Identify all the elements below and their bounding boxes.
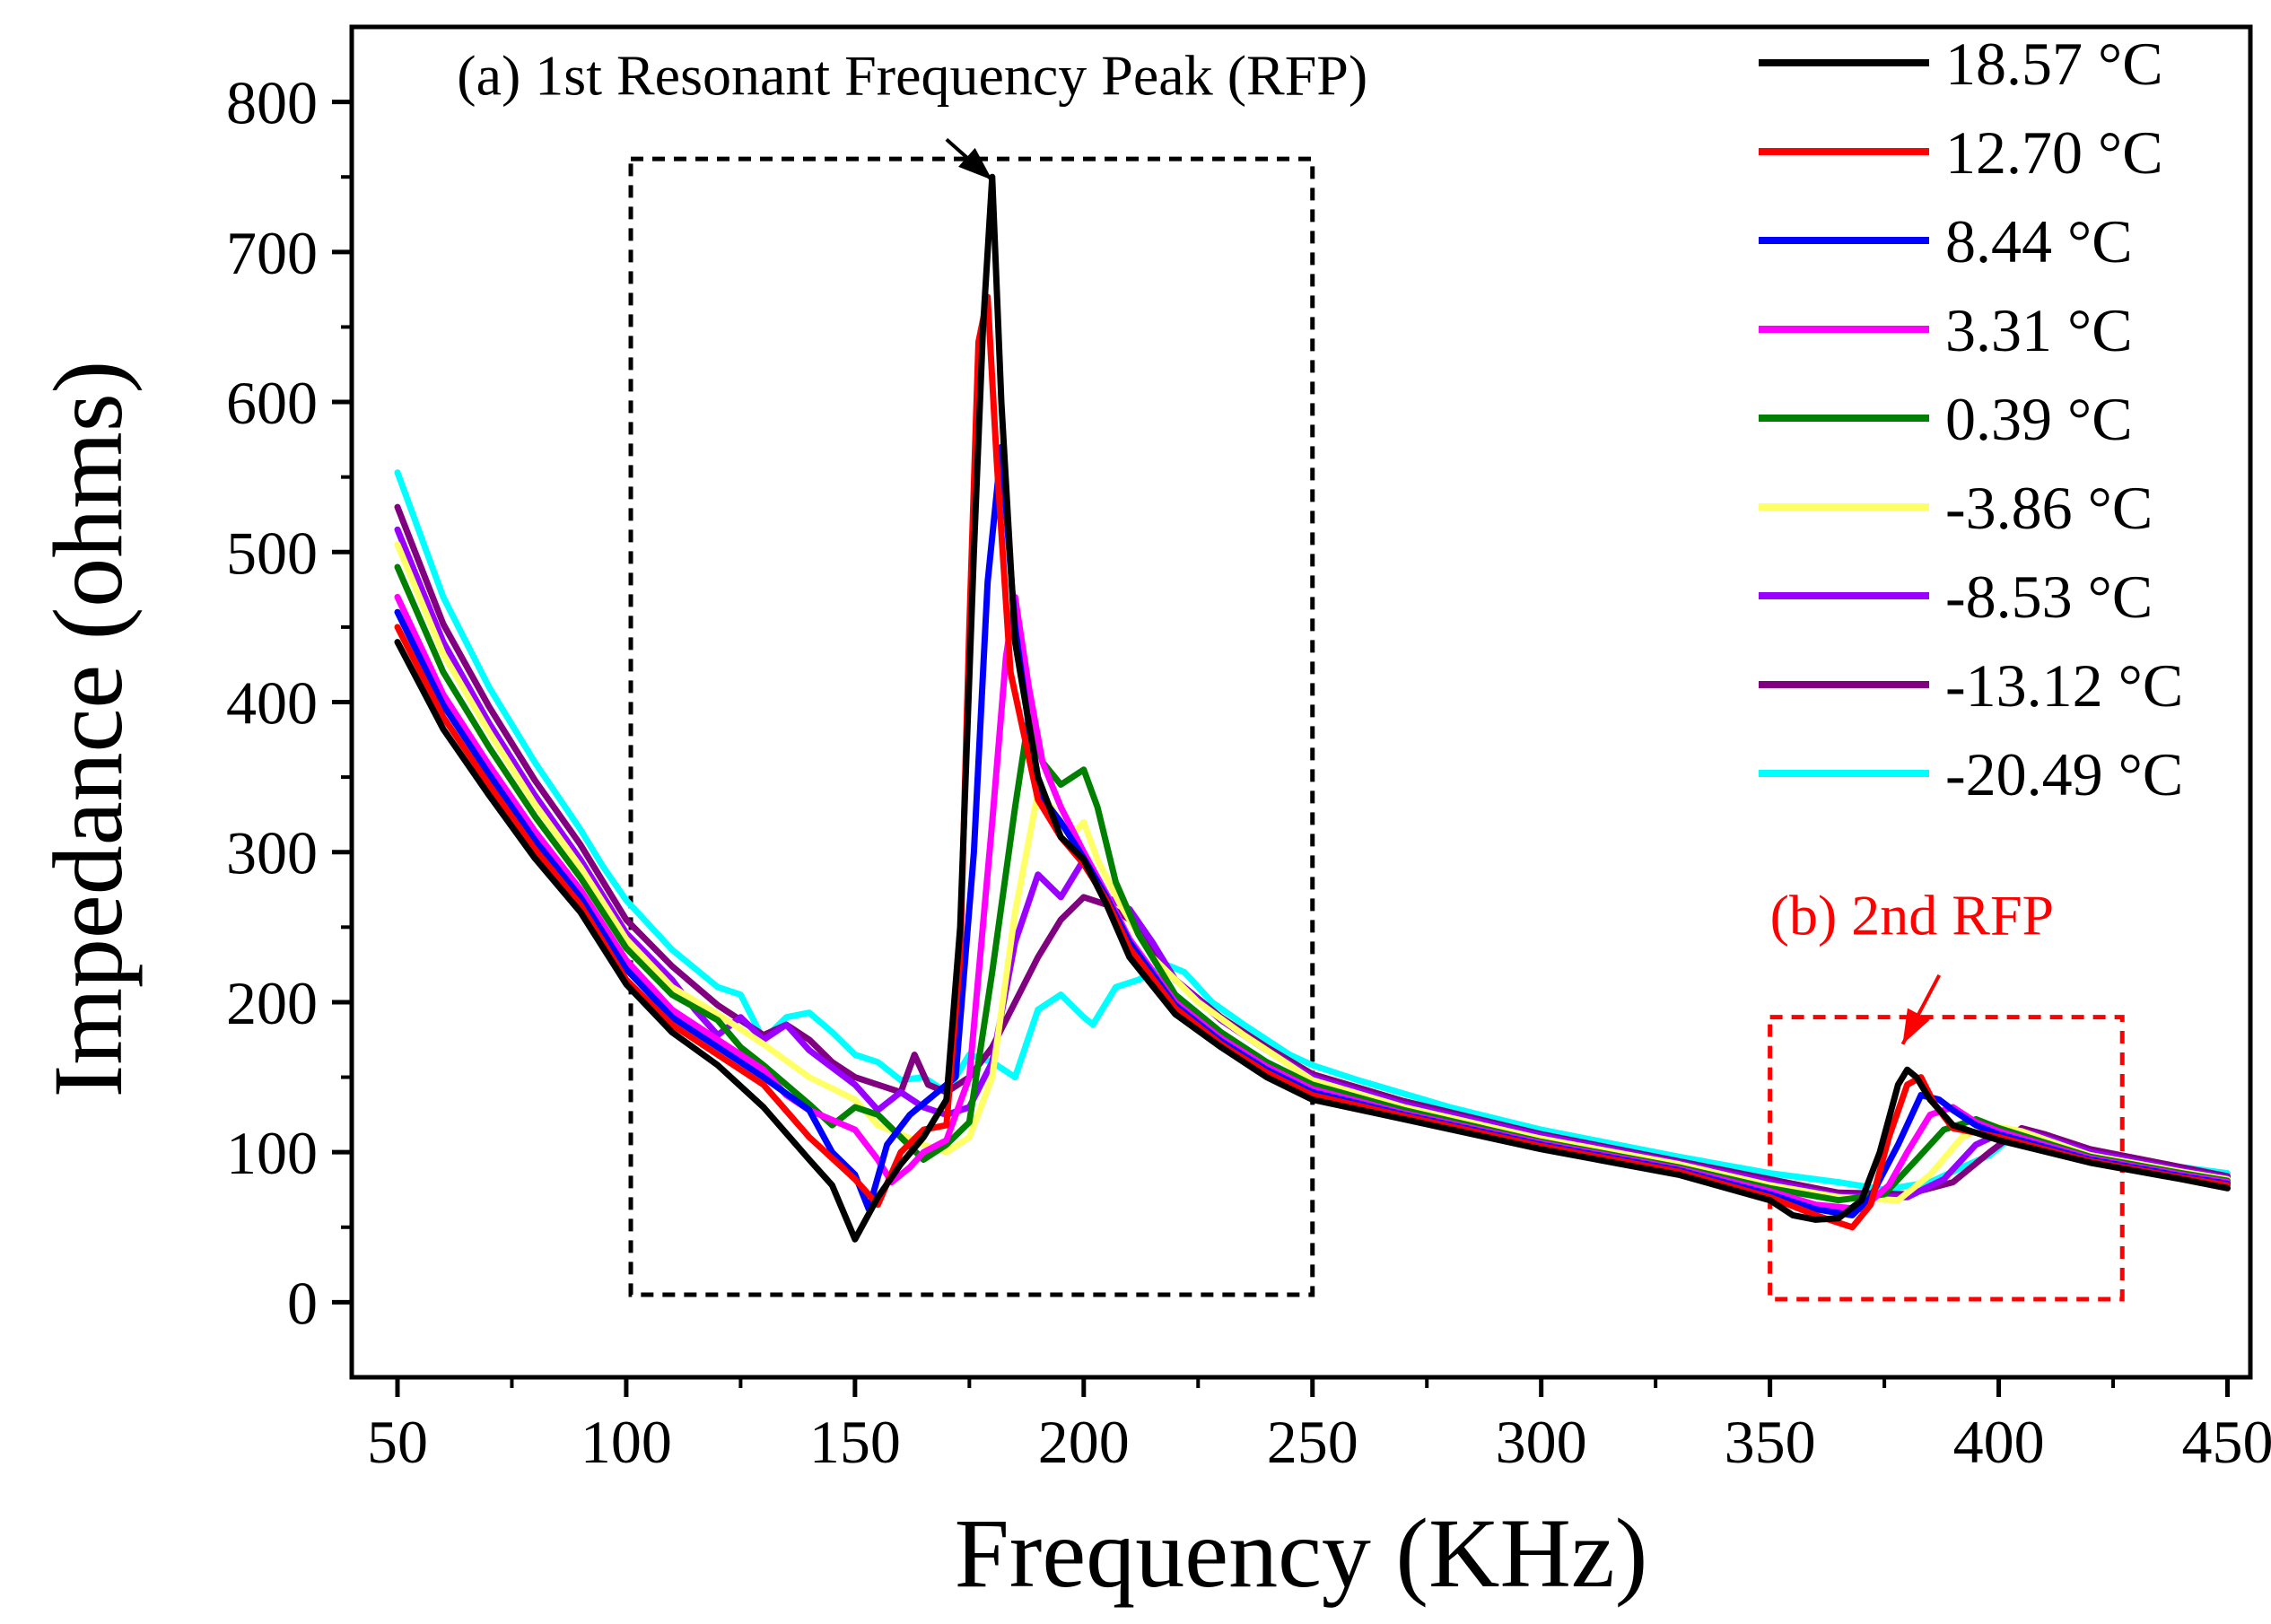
y-tick-label: 400 (226, 669, 318, 738)
annotation-arrowhead (958, 147, 992, 180)
y-tick-label: 0 (287, 1269, 318, 1337)
y-tick-label: 700 (226, 219, 318, 287)
y-axis-title: Impedance (ohms) (33, 361, 143, 1098)
annotation-box (628, 156, 1315, 1297)
legend-label: 18.57 °C (1945, 30, 2163, 98)
x-tick-label: 150 (809, 1408, 901, 1476)
series-line (394, 593, 2231, 1213)
axis-ticks: 50 100 150 200 250 300 350 400 450 0 100 200 300 400 5… (226, 69, 2271, 1476)
x-tick-label: 300 (1496, 1408, 1587, 1476)
legend-label: -13.12 °C (1945, 651, 2183, 720)
series-lines (394, 173, 2231, 1243)
x-tick-label: 350 (1725, 1408, 1816, 1476)
x-tick-label: 200 (1038, 1408, 1130, 1476)
annotation-boxes (628, 156, 2125, 1302)
x-tick-label: 450 (2182, 1408, 2271, 1476)
annotation-label: (b) 2nd RFP (1770, 884, 2055, 947)
series-line (394, 526, 2231, 1201)
y-tick-label: 100 (226, 1119, 318, 1187)
y-tick-label: 600 (226, 369, 318, 437)
legend-label: -8.53 °C (1945, 563, 2153, 631)
series-line (394, 443, 2231, 1218)
x-tick-label: 100 (581, 1408, 672, 1476)
x-tick-label: 50 (367, 1408, 428, 1476)
y-tick-label: 300 (226, 819, 318, 887)
legend-label: -3.86 °C (1945, 474, 2153, 542)
x-axis-title: Frequency (KHz) (955, 1498, 1648, 1608)
y-tick-label: 500 (226, 519, 318, 587)
x-tick-label: 250 (1267, 1408, 1358, 1476)
annotation-arrowhead (1902, 1008, 1930, 1044)
series-line (394, 541, 2231, 1204)
series-line (394, 173, 2231, 1243)
annotation-box (1768, 1015, 2125, 1302)
legend-label: 3.31 °C (1945, 296, 2133, 364)
y-tick-label: 800 (226, 69, 318, 137)
legend: 18.57 °C 12.70 °C 8.44 °C 3.31 °C 0.39 °C -3.… (1759, 30, 2183, 808)
x-tick-label: 400 (1953, 1408, 2045, 1476)
y-tick-label: 200 (226, 969, 318, 1037)
legend-label: 12.70 °C (1945, 118, 2163, 187)
legend-label: -20.49 °C (1945, 740, 2183, 808)
legend-label: 8.44 °C (1945, 207, 2133, 275)
annotation-label: (a) 1st Resonant Frequency Peak (RFP) (457, 43, 1367, 107)
legend-label: 0.39 °C (1945, 385, 2133, 453)
annotations: (a) 1st Resonant Frequency Peak (RFP) (b)… (457, 43, 2055, 1045)
